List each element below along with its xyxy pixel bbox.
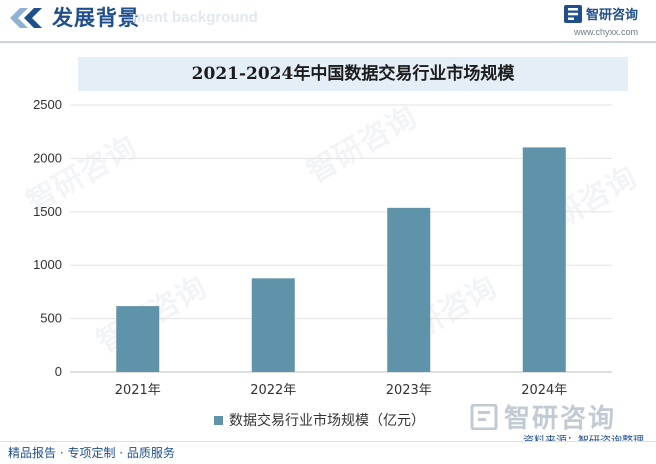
chart-title: 2021-2024年中国数据交易行业市场规模 — [191, 64, 515, 84]
x-tick-label: 2024年 — [521, 383, 567, 398]
header-divider — [0, 41, 656, 43]
brand-logo-icon — [563, 4, 582, 23]
footer-logo-icon — [470, 403, 498, 430]
x-tick-label: 2021年 — [115, 383, 161, 398]
chart-title-bar: 2021-2024年中国数据交易行业市场规模 — [78, 57, 628, 91]
chart-legend: 数据交易行业市场规模（亿元） — [214, 410, 425, 430]
footer-brand-watermark: 智研咨询 — [470, 398, 616, 435]
footer-services: 精品报告 · 专项定制 · 品质服务 — [8, 446, 175, 460]
page-subtitle-ghost: ment background — [132, 9, 258, 26]
y-tick-label: 1500 — [33, 204, 62, 219]
bar — [251, 278, 295, 372]
brand-name: 智研咨询 — [585, 8, 638, 23]
legend-swatch — [214, 415, 223, 425]
bar — [387, 207, 431, 372]
x-tick-label: 2023年 — [386, 383, 432, 398]
bar — [116, 306, 160, 372]
footer-bar — [0, 441, 656, 464]
header-chevron-icon — [10, 8, 42, 28]
y-tick-label: 2500 — [33, 97, 62, 112]
x-tick-label: 2022年 — [250, 383, 296, 398]
page-title: 发展背景 — [52, 5, 140, 30]
brand: 智研咨询 — [563, 4, 638, 23]
y-tick-label: 0 — [55, 364, 62, 379]
y-tick-label: 500 — [40, 311, 62, 326]
y-tick-label: 1000 — [33, 257, 62, 272]
brand-url: www.chyxx.com — [573, 27, 638, 37]
bar — [522, 147, 566, 372]
y-tick-label: 2000 — [33, 150, 62, 165]
legend-label: 数据交易行业市场规模（亿元） — [229, 413, 425, 429]
footer-brand-name: 智研咨询 — [504, 404, 617, 434]
